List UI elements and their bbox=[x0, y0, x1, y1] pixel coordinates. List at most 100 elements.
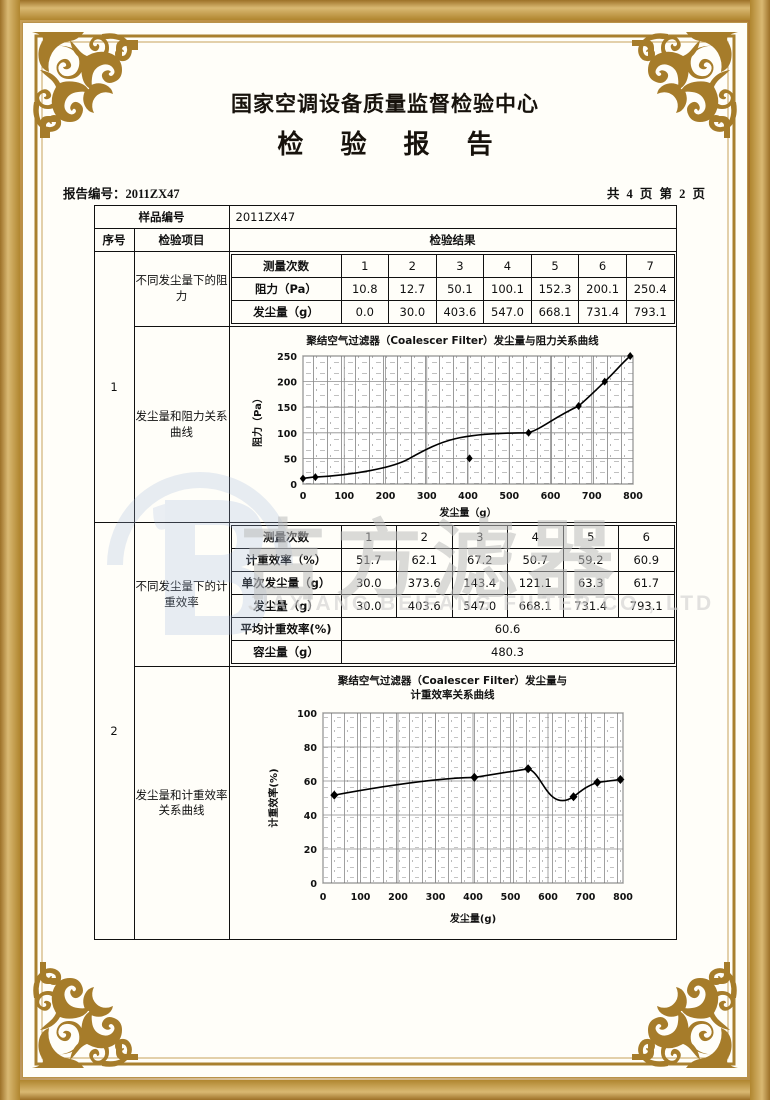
chart-2-xlabel: 发尘量(g) bbox=[448, 912, 495, 925]
resistance-label: 阻力（Pa） bbox=[230, 277, 342, 301]
svg-text:60: 60 bbox=[303, 777, 317, 788]
table-row-1-resistance: 1 不同发尘量下的阻力 测量次数 1 bbox=[93, 250, 677, 524]
svg-text:250: 250 bbox=[277, 352, 297, 363]
chart-2-markers bbox=[329, 763, 624, 801]
report-table: 样品编号 2011ZX47 序号 检验项目 检验结果 1 不同发尘量下的阻力 bbox=[93, 205, 677, 941]
chart-2: 聚结空气过滤器（Coalescer Filter）发尘量与 计重效率关系曲线 bbox=[231, 669, 675, 937]
measure-label-2: 测量次数 bbox=[230, 525, 342, 550]
resistance-3: 50.1 bbox=[435, 277, 485, 301]
dust2-6: 793.1 bbox=[618, 594, 675, 619]
measure-2: 2 bbox=[388, 254, 437, 278]
table-row-2-chart: 发尘量和计重效率关系曲线 聚结空气过滤器（Coalescer Filter）发尘… bbox=[94, 666, 677, 941]
single-dust-3: 143.4 bbox=[451, 571, 508, 596]
svg-text:200: 200 bbox=[388, 892, 408, 903]
subtable-row-average: 平均计重效率(%) 60.6 bbox=[230, 617, 675, 642]
chart-1-ylabel: 阻力（Pa） bbox=[251, 393, 264, 447]
subtable-row-capacity: 容尘量（g） 480.3 bbox=[230, 640, 675, 665]
efficiency-5: 59.2 bbox=[562, 548, 619, 573]
dust-label-2: 发尘量（g） bbox=[230, 594, 342, 619]
chart-2-title-line2: 计重效率关系曲线 bbox=[410, 689, 495, 702]
resistance-4: 100.1 bbox=[483, 277, 532, 301]
measure2-2: 2 bbox=[396, 525, 453, 550]
single-dust-1: 30.0 bbox=[340, 571, 397, 596]
row1-item-resistance: 不同发尘量下的阻力 bbox=[133, 251, 230, 327]
capacity-label: 容尘量（g） bbox=[230, 640, 342, 665]
svg-text:800: 800 bbox=[623, 491, 643, 502]
svg-text:0: 0 bbox=[319, 892, 326, 903]
chart-2-title-line1: 聚结空气过滤器（Coalescer Filter）发尘量与 bbox=[337, 675, 568, 688]
subtable-row-measure: 测量次数 1 2 3 4 5 6 7 bbox=[230, 254, 675, 278]
chart-1-cell: 聚结空气过滤器（Coalescer Filter）发尘量与阻力关系曲线 bbox=[228, 325, 677, 524]
svg-text:700: 700 bbox=[581, 491, 601, 502]
row1-item-curve: 发尘量和阻力关系曲线 bbox=[133, 325, 230, 524]
chart-2-svg: 100 80 60 40 20 0 0 100 bbox=[267, 709, 633, 925]
resistance-2: 12.7 bbox=[388, 277, 437, 301]
row2-efficiency-subtable-cell: 测量次数 1 2 3 4 5 6 计重效率（%） bbox=[228, 522, 677, 668]
organization-title: 国家空调设备质量监督检验中心 bbox=[231, 92, 539, 116]
page-title: 检 验 报 告 bbox=[277, 130, 507, 160]
resistance-6: 200.1 bbox=[578, 277, 627, 301]
chart-2-ylabel: 计重效率(%) bbox=[267, 768, 280, 827]
row2-item-efficiency: 不同发尘量下的计重效率 bbox=[133, 522, 230, 668]
svg-text:300: 300 bbox=[425, 892, 445, 903]
row1-item-resistance-text: 不同发尘量下的阻力 bbox=[135, 273, 228, 303]
svg-text:600: 600 bbox=[540, 491, 560, 502]
row2-item-efficiency-text: 不同发尘量下的计重效率 bbox=[135, 579, 228, 609]
header-result: 检验结果 bbox=[228, 228, 677, 252]
sample-label: 样品编号 bbox=[93, 205, 230, 229]
row1-seq: 1 bbox=[93, 250, 135, 524]
measure-5: 5 bbox=[530, 254, 580, 278]
measure-7: 7 bbox=[625, 254, 675, 278]
dust-7: 793.1 bbox=[625, 300, 675, 324]
svg-text:200: 200 bbox=[277, 378, 297, 389]
dust-3: 403.6 bbox=[435, 300, 485, 324]
measure2-1: 1 bbox=[340, 525, 397, 550]
resistance-1: 10.8 bbox=[340, 277, 390, 301]
svg-text:500: 500 bbox=[500, 892, 520, 903]
svg-text:80: 80 bbox=[303, 743, 317, 754]
dust-2: 30.0 bbox=[388, 300, 437, 324]
table-row-1-chart: 发尘量和阻力关系曲线 聚结空气过滤器（Coalescer Filter）发尘量与… bbox=[94, 325, 677, 524]
efficiency-2: 62.1 bbox=[396, 548, 453, 573]
svg-text:100: 100 bbox=[334, 491, 354, 502]
svg-text:100: 100 bbox=[297, 709, 317, 720]
header-seq: 序号 bbox=[93, 228, 135, 252]
subtable-row-measure-2: 测量次数 1 2 3 4 5 6 bbox=[230, 525, 675, 550]
measure-1: 1 bbox=[340, 254, 390, 278]
dust-label: 发尘量（g） bbox=[230, 300, 342, 324]
subtable-row-resistance: 阻力（Pa） 10.8 12.7 50.1 100.1 152.3 200.1 … bbox=[230, 277, 675, 301]
row2-seq: 2 bbox=[93, 522, 135, 941]
efficiency-3: 67.2 bbox=[451, 548, 508, 573]
measure2-3: 3 bbox=[451, 525, 508, 550]
svg-text:700: 700 bbox=[575, 892, 595, 903]
subtable-row-single-dust: 单次发尘量（g） 30.0 373.6 143.4 121.1 63.3 61.… bbox=[230, 571, 675, 596]
dust-6: 731.4 bbox=[578, 300, 627, 324]
single-dust-4: 121.1 bbox=[507, 571, 564, 596]
svg-text:600: 600 bbox=[538, 892, 558, 903]
single-dust-2: 373.6 bbox=[396, 571, 453, 596]
table-row-sample: 样品编号 2011ZX47 bbox=[93, 205, 677, 229]
measure-4: 4 bbox=[483, 254, 532, 278]
resistance-5: 152.3 bbox=[530, 277, 580, 301]
row1-item-curve-text: 发尘量和阻力关系曲线 bbox=[135, 409, 228, 439]
chart-2-cell: 聚结空气过滤器（Coalescer Filter）发尘量与 计重效率关系曲线 bbox=[228, 666, 677, 941]
dust2-1: 30.0 bbox=[340, 594, 397, 619]
efficiency-6: 60.9 bbox=[618, 548, 675, 573]
dust2-2: 403.6 bbox=[396, 594, 453, 619]
efficiency-1: 51.7 bbox=[340, 548, 397, 573]
measure2-6: 6 bbox=[618, 525, 675, 550]
measure2-4: 4 bbox=[507, 525, 564, 550]
resistance-7: 250.4 bbox=[625, 277, 675, 301]
page-indicator: 共 4 页 第 2 页 bbox=[606, 187, 707, 201]
subtable-row-dust: 发尘量（g） 0.0 30.0 403.6 547.0 668.1 731.4 … bbox=[230, 300, 675, 324]
sample-value: 2011ZX47 bbox=[228, 205, 677, 229]
svg-text:300: 300 bbox=[416, 491, 436, 502]
efficiency-4: 50.7 bbox=[507, 548, 564, 573]
svg-text:800: 800 bbox=[613, 892, 633, 903]
header-item: 检验项目 bbox=[133, 228, 230, 252]
svg-text:0: 0 bbox=[310, 879, 317, 890]
svg-text:0: 0 bbox=[299, 491, 306, 502]
svg-text:100: 100 bbox=[277, 429, 297, 440]
single-dust-6: 61.7 bbox=[618, 571, 675, 596]
